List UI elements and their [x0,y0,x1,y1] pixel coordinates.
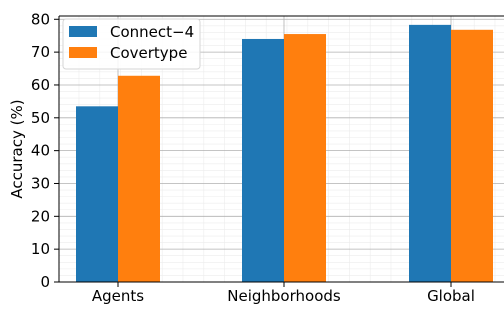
y-tick-label: 10 [31,240,50,258]
legend: Connect−4 Covertype [62,18,201,70]
x-tick-label: Global [427,287,475,305]
legend-label-connect4: Connect−4 [110,23,194,41]
x-tick-label: Agents [92,287,144,305]
bar-covertype-global [451,29,493,283]
bar-covertype-neighborhoods [284,34,326,282]
y-tick-label: 60 [31,76,50,94]
y-tick-label: 0 [40,273,50,291]
axes [58,15,504,283]
y-tick-label: 50 [31,109,50,127]
x-ticks: Agents Neighborhoods Global [92,282,475,305]
legend-swatch-covertype [69,47,97,58]
y-axis-label: Accuracy (%) [8,99,26,198]
bars [76,24,493,283]
y-tick-label: 40 [31,142,50,160]
y-ticks: 0 10 20 30 40 50 60 70 80 [31,10,59,291]
bar-covertype-agents [118,75,160,282]
legend-label-covertype: Covertype [110,44,187,62]
y-tick-label: 80 [31,10,50,28]
y-tick-label: 30 [31,174,50,192]
bar-connect4-global [409,24,451,282]
bar-connect4-neighborhoods [242,38,284,282]
legend-box [62,18,201,70]
legend-swatch-connect4 [69,26,97,37]
bar-connect4-agents [76,106,118,282]
x-tick-label: Neighborhoods [227,287,341,305]
y-tick-label: 70 [31,43,50,61]
y-tick-label: 20 [31,207,50,225]
